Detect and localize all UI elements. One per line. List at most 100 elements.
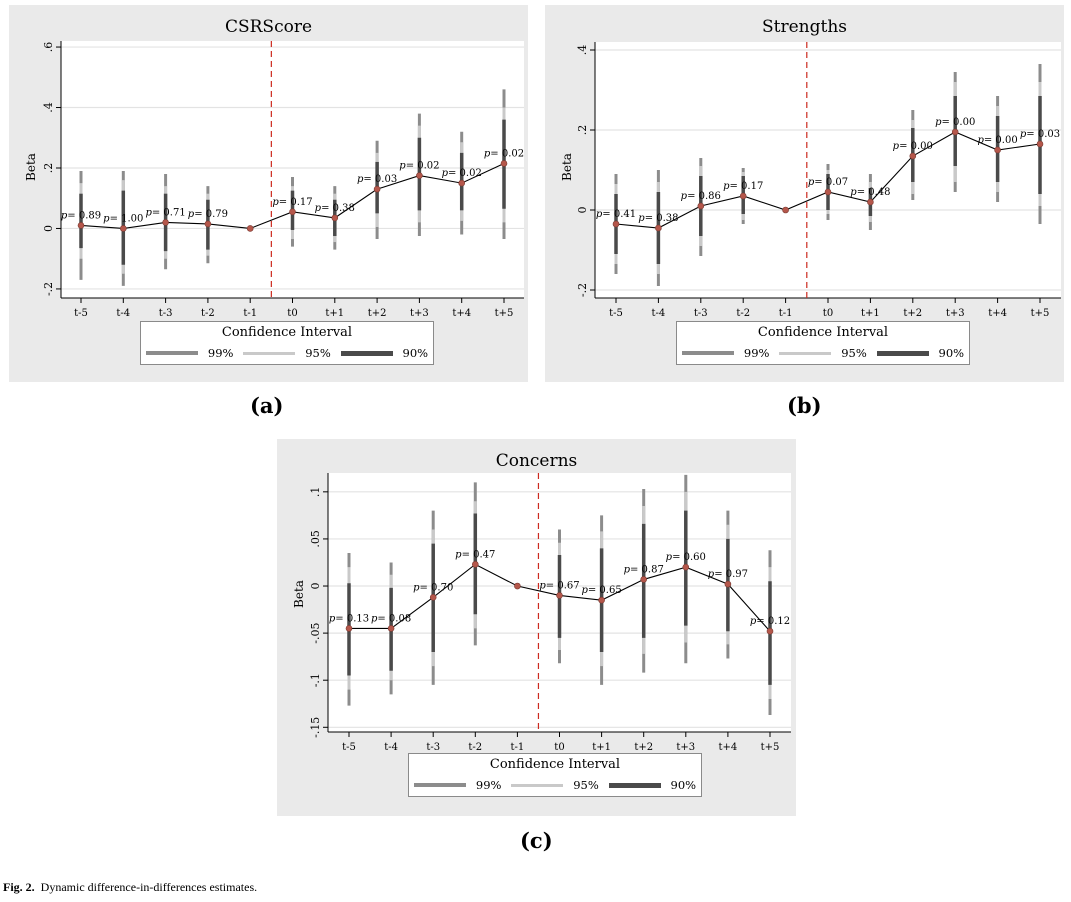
x-tick-label: t-5 <box>342 742 356 753</box>
estimate-point <box>246 225 254 232</box>
p-value-label: p= 0.00 <box>977 135 1017 146</box>
x-tick-label: t-4 <box>652 308 666 319</box>
p-value-label: p= 0.02 <box>442 168 482 179</box>
x-tick-label: t+2 <box>634 742 653 753</box>
estimate-point <box>782 206 789 214</box>
p-value-label: p= 0.08 <box>371 613 411 624</box>
estimate-point <box>120 225 127 232</box>
x-tick-label: t+1 <box>861 308 880 319</box>
y-tick-label: -.2 <box>576 283 589 297</box>
legend-item-95: 95% <box>511 778 599 792</box>
x-tick-label: t+2 <box>368 308 387 319</box>
estimate-point <box>867 198 874 206</box>
legend-swatch-99 <box>413 783 466 787</box>
estimate-point <box>909 152 917 160</box>
estimate-point <box>655 224 662 232</box>
p-value-label: p= 0.17 <box>723 181 763 192</box>
chart-panel-csrscore: CSRScore Beta -.2 0.2.4.6 t-5 t-4 t-3 t-2 t-1 t… <box>9 5 528 382</box>
p-value-label: p= 0.47 <box>455 549 495 560</box>
p-value-label: p= 0.89 <box>61 210 101 221</box>
y-tick-label: 0 <box>309 583 322 590</box>
x-tick-label: t+5 <box>761 742 780 753</box>
x-tick-label: t+4 <box>988 308 1007 319</box>
estimate-point <box>387 625 395 632</box>
p-value-label: p= 0.03 <box>1020 129 1060 140</box>
legend-label: 99% <box>743 346 770 360</box>
x-tick-label: t+4 <box>719 742 738 753</box>
legend-label: 99% <box>207 346 234 360</box>
legend-item-90: 90% <box>876 346 964 360</box>
chart-panel-strengths: Strengths Beta -.2 0.2.4 t-5 t-4 t-3 t-2 t-1 t0… <box>545 5 1064 382</box>
x-tick-label: t+5 <box>1031 308 1050 319</box>
y-tick-label: .4 <box>42 102 55 113</box>
x-tick-label: t+4 <box>452 308 471 319</box>
chart-panel-concerns: Concerns Beta -.15 -.1 -.05 0.05.1 t-5 t-4 t-3… <box>277 439 796 816</box>
legend-swatch-95 <box>779 351 832 355</box>
p-value-label: p= 0.03 <box>357 174 397 185</box>
figure-caption-label: Fig. 2. <box>3 880 35 894</box>
estimate-point <box>824 188 832 196</box>
legend-item-99: 99% <box>145 346 234 360</box>
chart-legend: Confidence Interval 99% 95% 90% <box>140 321 434 365</box>
x-tick-label: t-3 <box>694 308 708 319</box>
p-value-label: p= 0.97 <box>708 569 748 580</box>
estimate-point <box>766 627 774 635</box>
p-value-label: p= 0.17 <box>272 197 312 208</box>
x-tick-label: t-5 <box>74 308 88 319</box>
y-tick-label: .2 <box>576 125 589 136</box>
p-value-label: p= 0.41 <box>596 209 636 220</box>
chart-svg: -.15 -.1 -.05 0 .05 .1 t-5 t-4 t-3 t-2 t-1 t0 t+1 t+2… <box>309 473 791 753</box>
legend-title: Confidence Interval <box>221 325 353 340</box>
legend-title: Confidence Interval <box>757 325 889 340</box>
x-tick-label: t-1 <box>779 308 793 319</box>
estimate-point <box>612 220 620 228</box>
y-tick-label: 0 <box>576 207 589 214</box>
x-tick-label: t-1 <box>511 742 525 753</box>
p-value-label: p= 0.67 <box>539 580 579 591</box>
chart-title: CSRScore <box>224 17 313 37</box>
legend-swatch-99 <box>681 351 734 355</box>
chart-title: Strengths <box>762 17 847 37</box>
p-value-label: p= 0.65 <box>581 585 621 596</box>
p-value-label: p= 0.00 <box>893 141 933 152</box>
legend-item-90: 90% <box>340 346 428 360</box>
p-value-label: p= 0.12 <box>750 616 790 627</box>
estimate-point <box>458 179 466 187</box>
p-value-label: p= 0.87 <box>624 564 664 575</box>
x-tick-label: t-2 <box>201 308 215 319</box>
legend-swatch-90 <box>608 782 661 788</box>
estimate-point <box>472 561 479 568</box>
legend-item-95: 95% <box>243 346 331 360</box>
estimate-point <box>204 220 212 228</box>
x-tick-label: t0 <box>287 308 297 319</box>
figure-caption-text: Dynamic difference-in-differences estima… <box>40 880 258 894</box>
estimate-point <box>739 192 747 200</box>
x-tick-label: t+3 <box>946 308 965 319</box>
p-value-label: p= 0.13 <box>329 613 369 624</box>
x-tick-label: t-4 <box>116 308 130 319</box>
legend-swatch-95 <box>243 351 296 355</box>
subfigure-label: (a) <box>250 393 284 418</box>
x-tick-label: t-5 <box>609 308 623 319</box>
y-tick-label: .4 <box>576 45 589 56</box>
legend-swatch-95 <box>511 783 564 787</box>
x-tick-label: t0 <box>554 742 564 753</box>
estimate-point <box>373 185 381 193</box>
estimate-point <box>724 580 732 588</box>
subfigure-label: (c) <box>520 828 553 853</box>
x-tick-label: t-2 <box>468 742 482 753</box>
legend-label: 95% <box>573 778 599 792</box>
subfigure-label: (b) <box>787 393 822 418</box>
chart-svg: -.2 0 .2 .4 .6 t-5 t-4 t-3 t-2 t-1 t0 t+1 t+2 t+3 t+4 t… <box>42 41 524 319</box>
legend-swatch-99 <box>145 351 198 355</box>
x-tick-label: t-3 <box>159 308 173 319</box>
x-tick-label: t+3 <box>676 742 695 753</box>
x-tick-label: t+3 <box>410 308 429 319</box>
estimate-point <box>951 128 959 136</box>
x-tick-label: t+5 <box>495 308 514 319</box>
x-tick-label: t-1 <box>243 308 257 319</box>
x-tick-label: t+2 <box>903 308 922 319</box>
y-tick-label: -.15 <box>309 717 322 738</box>
estimate-point <box>500 160 508 167</box>
legend-swatch-90 <box>876 350 929 356</box>
